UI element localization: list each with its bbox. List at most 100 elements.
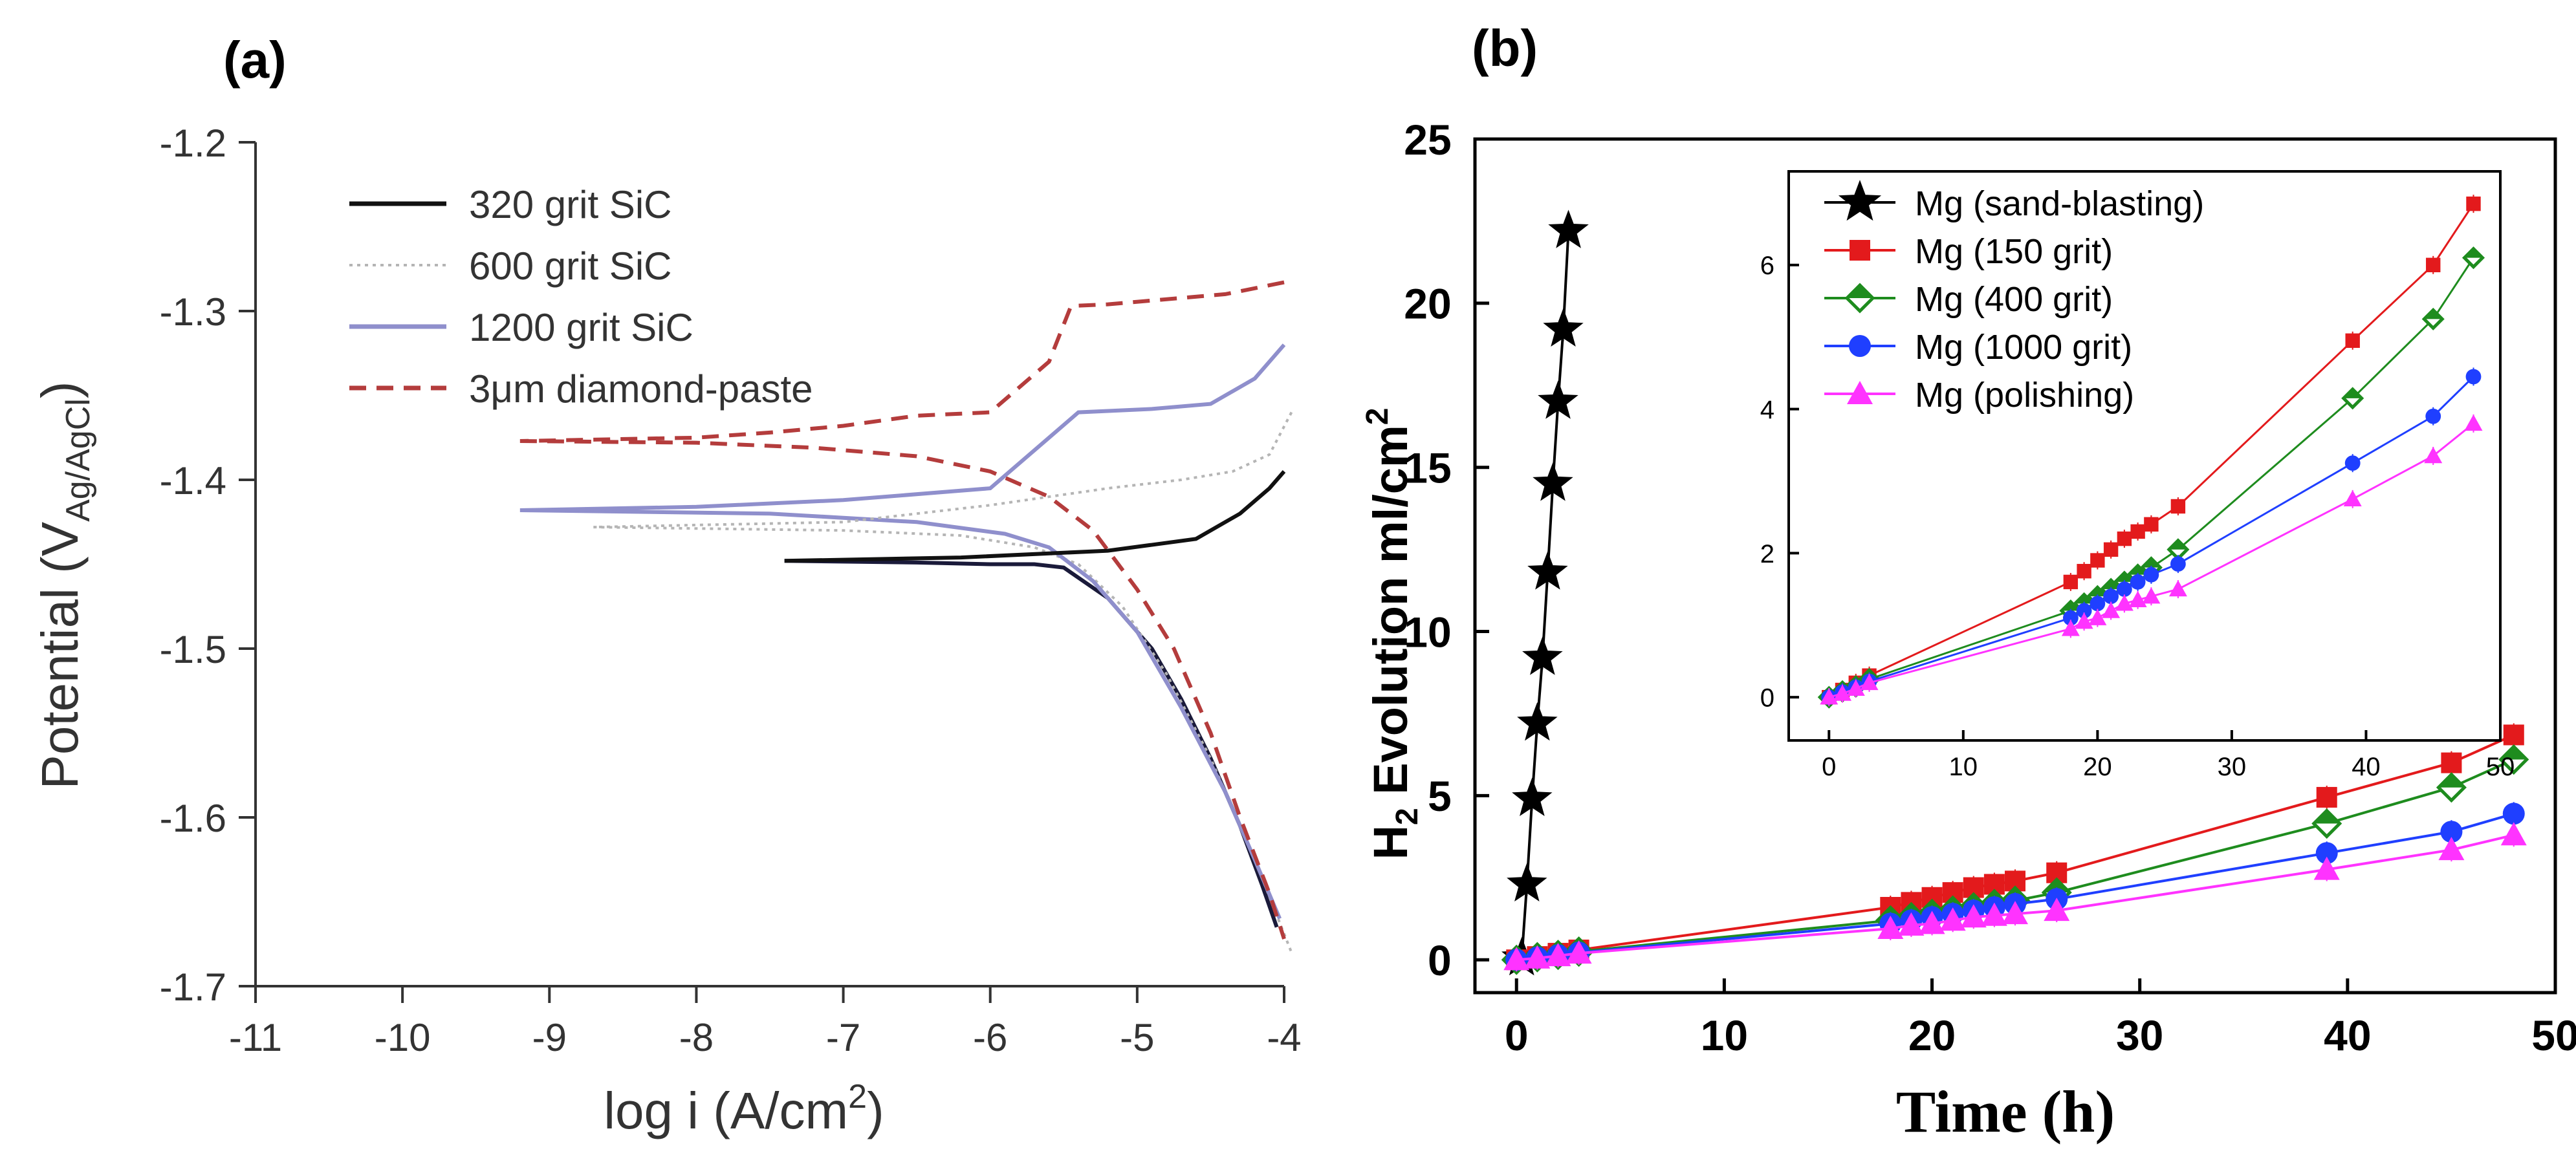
inset-point (2128, 590, 2147, 607)
panel-b-y-axis-label: H2 Evolution ml/cm2 (1360, 408, 1424, 860)
inset-point (2103, 542, 2119, 557)
panel-a-x-tick-label: -9 (532, 1016, 567, 1059)
panel-a-cathodic-branch-2 (519, 508, 1282, 920)
inset-point (2063, 574, 2079, 590)
panel-a-x-tick-label: -7 (826, 1016, 860, 1059)
inset-x-tick-label: 50 (2486, 753, 2515, 781)
inset-point-fill (2343, 389, 2362, 398)
panel-a-x-axis-label: log i (A/cm2) (604, 1078, 884, 1139)
panel-b-y-tick-label: 5 (1428, 772, 1452, 820)
panel-b-point (1566, 940, 1592, 964)
panel-a-legend: 320 grit SiC 600 grit SiC 1200 grit SiC 3μm… (349, 183, 813, 411)
panel-a-cathodic-branch-1 (593, 526, 1293, 953)
inset-point (2117, 531, 2132, 546)
inset-legend-marker (1849, 335, 1871, 357)
panel-b-point (1545, 943, 1571, 967)
inset-point (2341, 387, 2364, 410)
inset-legend-marker-fill (1847, 285, 1873, 298)
panel-a-anodic-branch-3 (519, 280, 1285, 443)
inset-y-tick-label: 6 (1760, 252, 1774, 280)
panel-b-point-fill (2500, 746, 2527, 760)
panel-a-legend-label: 320 grit SiC (469, 183, 671, 226)
inset-point (2461, 246, 2485, 270)
panel-b-point (1512, 777, 1553, 816)
inset-point (2143, 566, 2159, 583)
inset-point-fill (2102, 580, 2121, 590)
panel-b-x-tick-label: 20 (1908, 1011, 1956, 1059)
inset-legend-marker (1838, 180, 1882, 221)
panel-b-point (2441, 752, 2462, 773)
panel-a-y-tick-label: -1.6 (160, 797, 226, 840)
panel-b-point (2503, 724, 2524, 746)
panel-b-point (2316, 786, 2337, 808)
panel-b-label: (b) (1472, 19, 1538, 77)
panel-b-point (2440, 821, 2463, 843)
inset-x-tick-label: 30 (2218, 753, 2247, 781)
panel-b-point (2002, 901, 2028, 925)
panel-a-anodic-branch-0 (784, 470, 1286, 563)
panel-b-x-tick-label: 50 (2531, 1011, 2576, 1059)
panel-b-point (1919, 911, 1945, 934)
inset-point (2115, 594, 2134, 611)
panel-b-y-tick-label: 10 (1404, 608, 1451, 656)
panel-a-anodic-branch-2 (519, 343, 1286, 512)
inset-point (2425, 408, 2441, 424)
panel-b-point (1877, 916, 1904, 939)
inset-point-fill (2128, 565, 2147, 575)
inset-point (2345, 333, 2360, 348)
panel-b-x-tick-label: 10 (1701, 1011, 1748, 1059)
panel-b-point (1522, 636, 1563, 675)
inset-point (2426, 257, 2441, 273)
panel-a-legend-label: 1200 grit SiC (469, 306, 693, 349)
inset-point (2130, 524, 2145, 539)
panel-b-point (1527, 551, 1568, 590)
panel-b-point-fill (2438, 774, 2465, 788)
panel-b-x-tick-label: 0 (1505, 1011, 1529, 1059)
panel-b-point (2311, 808, 2342, 839)
panel-b-point (2436, 772, 2467, 803)
panel-b-point (1939, 907, 1966, 931)
inset-point (2102, 601, 2121, 618)
inset-point-fill (2088, 587, 2107, 597)
inset-x-tick-label: 0 (1822, 753, 1836, 781)
inset-legend-marker (1850, 240, 1870, 261)
panel-b-point (1548, 210, 1589, 248)
inset-point (2424, 447, 2443, 464)
panel-a-y-tick-label: -1.7 (160, 965, 226, 1009)
inset-point (1860, 673, 1879, 691)
inset-legend-label: Mg (400 grit) (1915, 280, 2113, 319)
panel-b-point-fill (2044, 879, 2070, 893)
panel-b-point (1898, 912, 1925, 936)
panel-b-point (1517, 702, 1558, 741)
inset-point (2421, 307, 2445, 330)
inset-point (2130, 574, 2146, 590)
inset-point (2464, 414, 2483, 431)
panel-a-x-tick-label: -8 (679, 1016, 714, 1059)
panel-a-series (519, 280, 1293, 953)
panel-a-x-tick-label: -10 (375, 1016, 431, 1059)
panel-b-point (2315, 842, 2338, 865)
inset-y-tick-label: 0 (1760, 684, 1774, 713)
panel-b-inset: 0 10 20 30 40 50 0 2 4 6 Mg (sand-blasting) Mg (150… (1760, 170, 2515, 781)
inset-point (2466, 196, 2481, 211)
inset-point (2170, 499, 2186, 514)
panel-b-point (1538, 380, 1578, 419)
panel-a-y-tick-label: -1.2 (160, 122, 226, 165)
panel-b-point (1507, 863, 1547, 901)
panel-b-x-tick-label: 40 (2324, 1011, 2371, 1059)
panel-b-point (2502, 803, 2525, 825)
panel-a-ticks: -11 -10 -9 -8 -7 -6 -5 -4 -1.7 -1.6 -1.5 -1.4 -1.3 -1… (160, 122, 1302, 1059)
inset-point (2144, 517, 2159, 532)
inset-x-tick-label: 10 (1949, 753, 1978, 781)
panel-a-x-tick-label: -6 (973, 1016, 1007, 1059)
inset-point (1833, 684, 1852, 701)
inset-point (2103, 588, 2119, 605)
panel-b-point (1524, 945, 1551, 969)
inset-point-fill (2168, 540, 2187, 550)
panel-a: (a) -11 -10 -9 -8 -7 -6 -5 -4-1.7-1.6-1.5-1.4-1… (31, 31, 1302, 1139)
inset-x-tick-label: 20 (2083, 753, 2112, 781)
inset-point (2168, 580, 2187, 597)
inset-point (2170, 556, 2186, 572)
panel-b-point (2313, 856, 2340, 880)
